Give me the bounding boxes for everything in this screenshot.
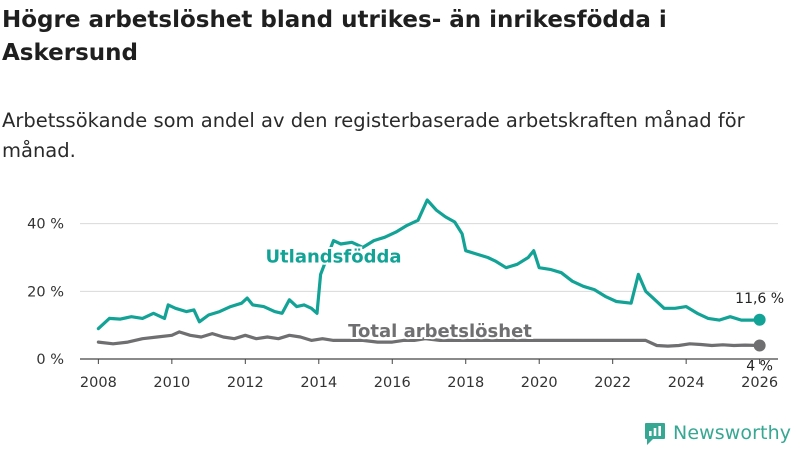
x-tick-label: 2022 (594, 375, 631, 391)
grid-lines (80, 223, 778, 360)
series-label-total: Total arbetslöshet (348, 321, 532, 342)
x-tick-label: 2020 (521, 375, 558, 391)
y-tick-label: 40 % (27, 217, 64, 233)
x-tick-label: 2018 (447, 375, 484, 391)
x-tick-label: 2010 (153, 375, 190, 391)
end-value-label-total: 4 % (746, 358, 773, 374)
end-marker-total (753, 339, 766, 352)
end-value-label-utlandsfodda: 11,6 % (735, 291, 784, 307)
series-label-utlandsfodda: Utlandsfödda (265, 247, 401, 268)
newsworthy-logo-icon (645, 423, 665, 445)
x-tick-label: 2016 (374, 375, 411, 391)
y-tick-label: 20 % (27, 284, 64, 300)
brand-name: Newsworthy (673, 422, 792, 444)
y-axis: 0 % 20 % 40 % (27, 217, 64, 368)
series-line-total (96, 330, 762, 348)
x-tick-label: 2008 (80, 375, 117, 391)
x-axis: 2008 2010 2012 2014 2016 2018 2020 2022 2024 2026 (80, 359, 778, 391)
chart-title: Högre arbetslöshet bland utrikes- än inr… (2, 7, 667, 66)
x-tick-label: 2026 (741, 375, 778, 391)
x-tick-label: 2012 (227, 375, 264, 391)
series-lines (96, 198, 766, 352)
series-labels: 11,6 % 4 % Utlandsfödda Total arbetslöshet (263, 245, 784, 375)
chart-subtitle: Arbetssökande som andel av den registerb… (2, 109, 745, 162)
end-marker-utlandsfodda (753, 313, 766, 326)
series-line-utlandsfodda (96, 198, 762, 331)
x-tick-label: 2014 (300, 375, 337, 391)
y-tick-label: 0 % (36, 352, 64, 368)
newsworthy-brand[interactable]: Newsworthy (644, 419, 791, 447)
x-tick-label: 2024 (668, 375, 705, 391)
